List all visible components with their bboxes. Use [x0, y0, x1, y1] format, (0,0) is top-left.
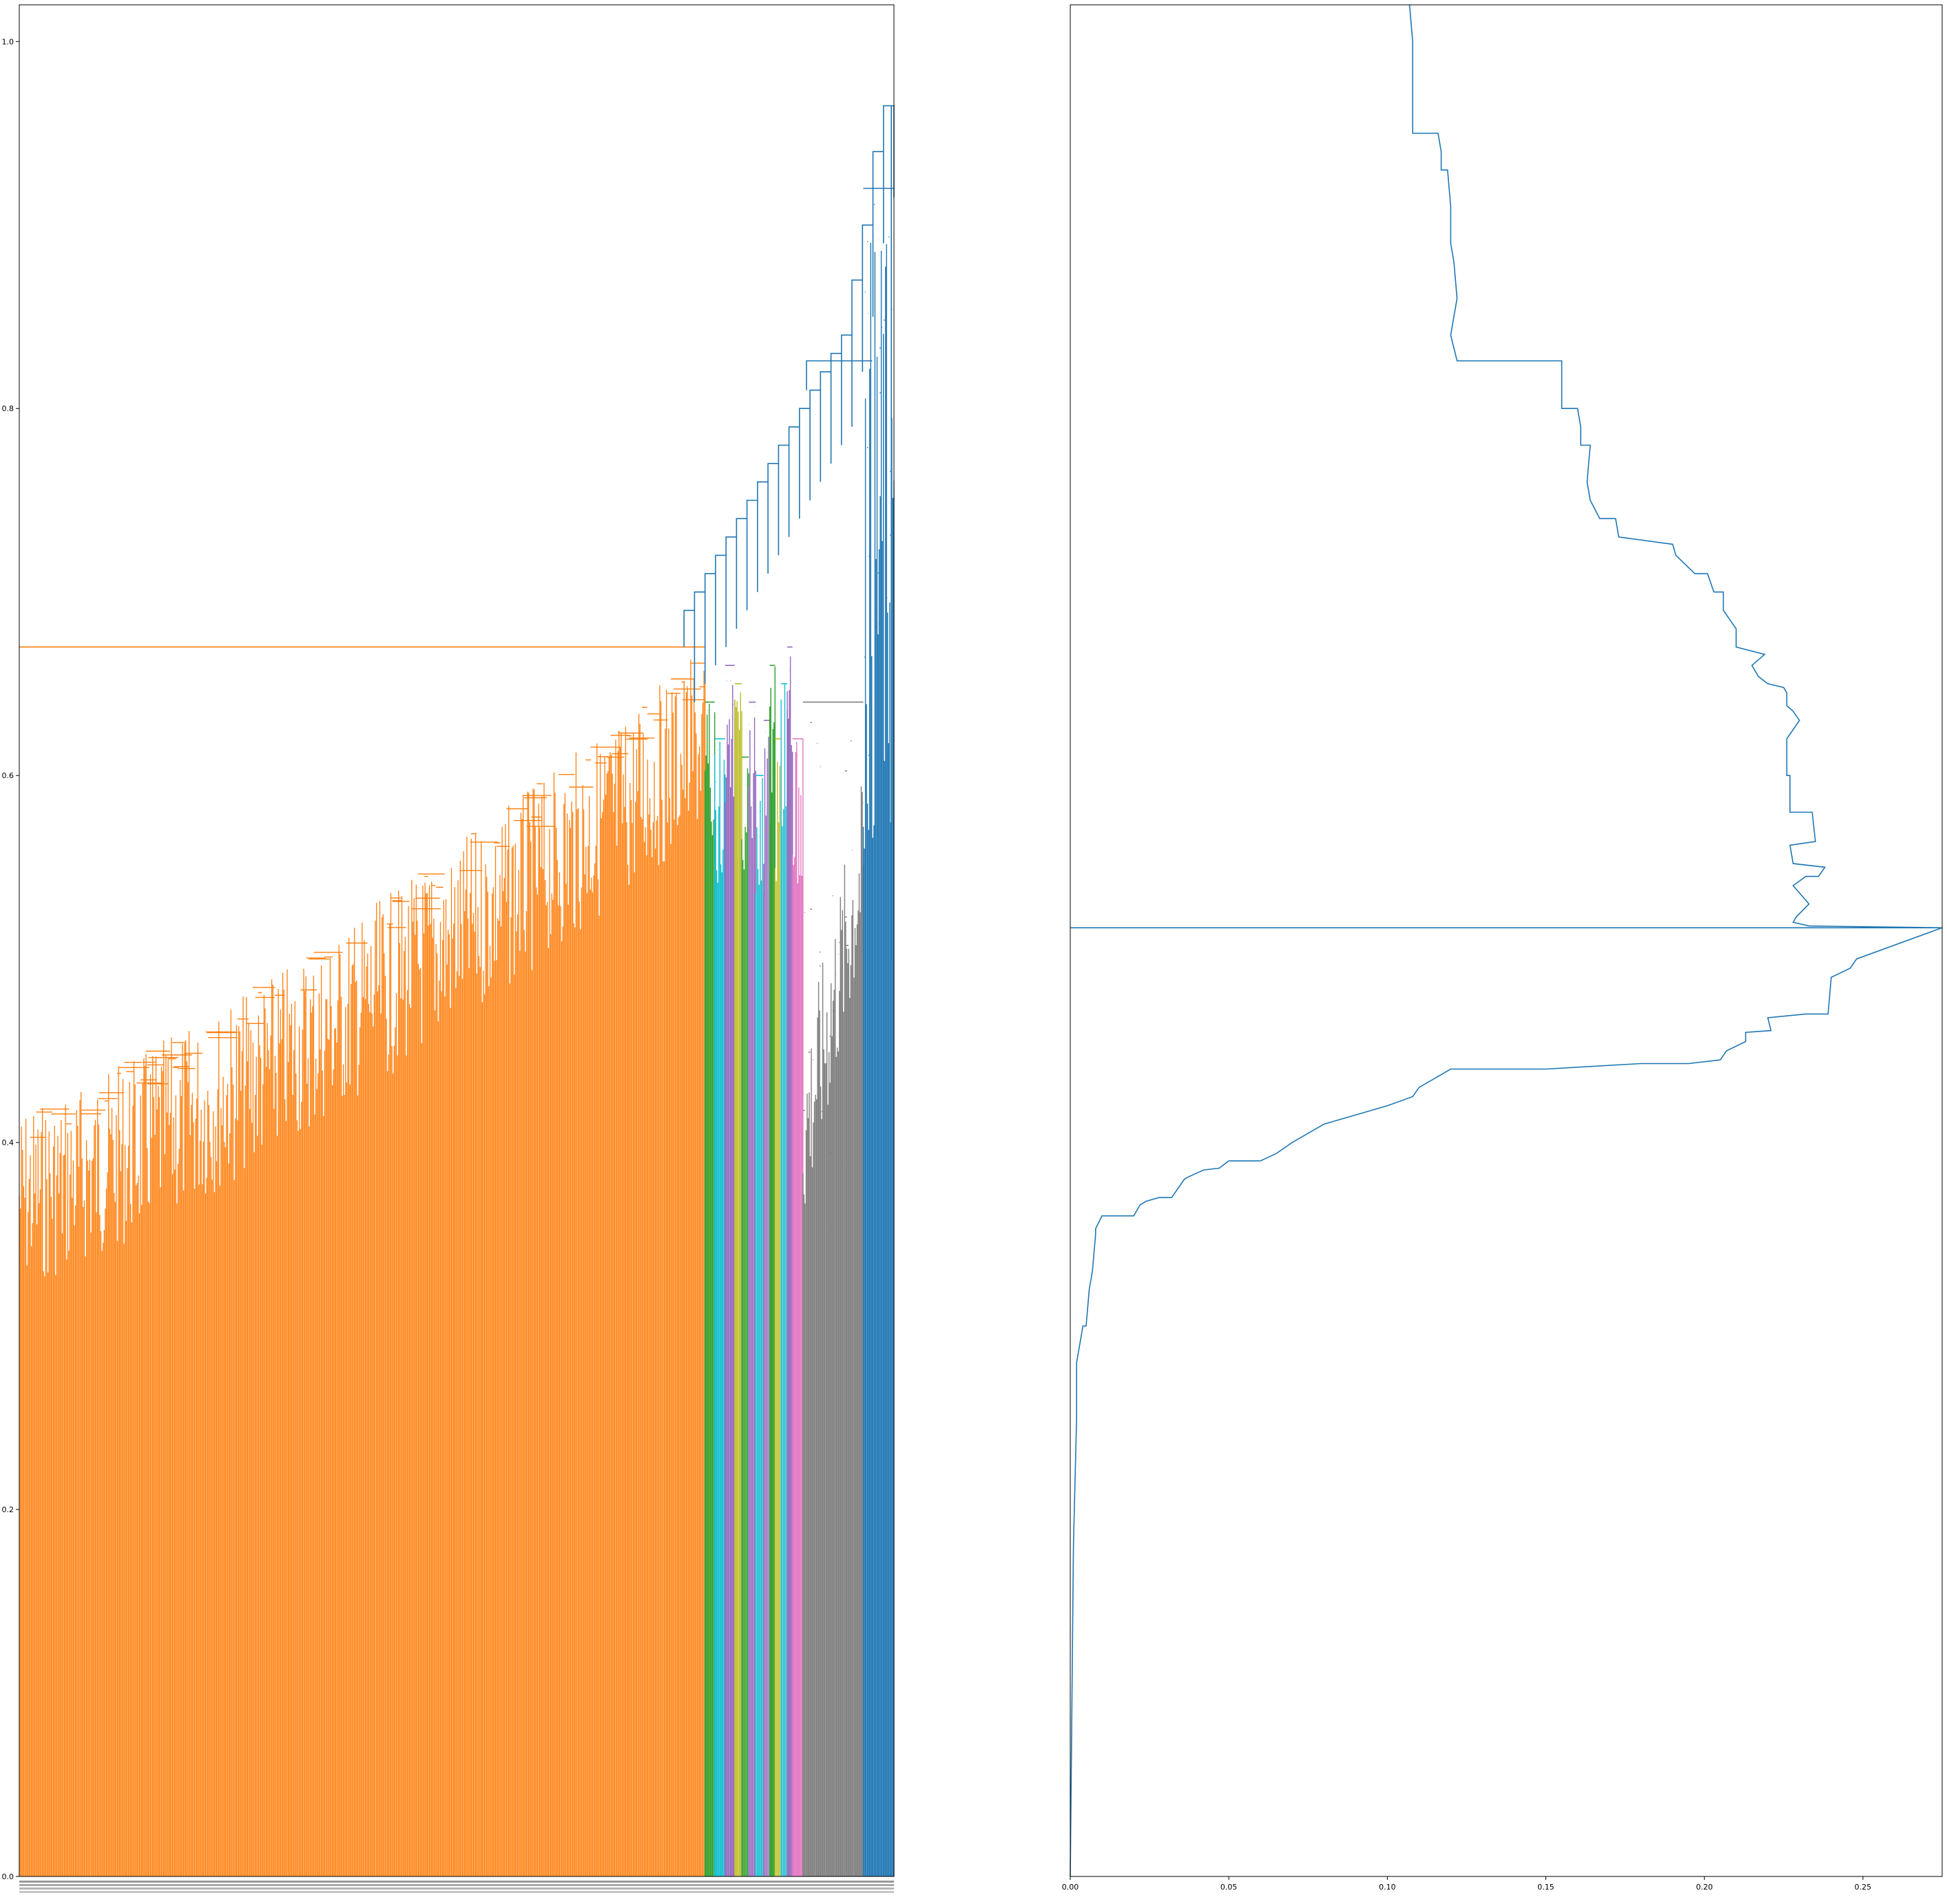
dendrogram-cluster: [780, 683, 788, 1876]
x-tick-label: 0.15: [1537, 1883, 1554, 1892]
dendrogram-y-axis: 0.0 0.2 0.4 0.6 0.8 1.0: [2, 37, 19, 1881]
y-tick-label: 1.0: [2, 37, 14, 46]
dendrogram-leaf-stems: [802, 786, 864, 1876]
x-tick-label: 0.20: [1696, 1883, 1713, 1892]
dendrogram-leaf-stems: [705, 704, 716, 1876]
dendrogram-cluster-merges: [771, 667, 775, 700]
y-tick-label: 0.0: [2, 1872, 14, 1881]
dendrogram-cluster-merges: [736, 709, 742, 730]
dendrogram-cluster-merges: [803, 722, 864, 1225]
dendrogram-cluster: [774, 738, 782, 1876]
x-tick-label: 0.00: [1062, 1883, 1079, 1892]
dendrogram-leaf-stems: [714, 742, 726, 1876]
dendrogram-panel: 0.0 0.2 0.4 0.6 0.8 1.0: [2, 4, 895, 1893]
leaf-label-row: [19, 1891, 894, 1893]
dendrogram-cluster: [748, 701, 756, 1876]
y-tick-label: 0.2: [2, 1505, 14, 1514]
dendrogram-axes-frame: [19, 4, 895, 1877]
dendrogram-cluster: [802, 701, 864, 1876]
y-tick-label: 0.8: [2, 404, 14, 413]
dendrogram-cluster: [734, 683, 742, 1876]
dendrogram-cluster: [862, 187, 895, 1876]
dendrogram-leaf-label-band: [19, 1881, 894, 1893]
dendrogram-cluster-merges: [742, 766, 748, 795]
dendrogram-leaf-stems: [741, 768, 749, 1876]
dendrogram-leaf-stems: [734, 692, 742, 1876]
dendrogram-cluster-merges: [716, 749, 723, 788]
dendrogram-leaf-stems: [725, 684, 736, 1876]
x-tick-label: 0.05: [1220, 1883, 1238, 1892]
dendrogram-merge-links: [683, 105, 895, 959]
dendrogram-cluster-merges: [756, 782, 762, 817]
dendrogram-upper-links: [683, 105, 895, 959]
dendrogram-leaf-stems: [774, 747, 782, 1876]
dendrogram-leaf-stems: [792, 739, 804, 1876]
y-tick-label: 0.4: [2, 1138, 14, 1147]
density-line-series: [1070, 4, 1943, 1877]
dendrogram-cluster-merges: [781, 687, 787, 735]
x-tick-label: 0.25: [1855, 1883, 1872, 1892]
dendrogram-cluster: [705, 701, 716, 1876]
dendrogram-leaf-stems: [780, 684, 788, 1876]
dendrogram-leaf-stems: [748, 717, 756, 1876]
dendrogram-cluster-merges: [30, 662, 705, 1138]
dendrogram-leaf-stems: [862, 242, 895, 1876]
density-axes-frame: [1070, 4, 1943, 1877]
dendrogram-cluster-merges: [764, 731, 769, 769]
dendrogram-cluster: [787, 646, 793, 1876]
dendrogram-leaf-stems: [763, 736, 771, 1876]
dendrogram-leaf-stems: [769, 666, 775, 1876]
dendrogram-cluster: [763, 720, 771, 1876]
density-line-panel: 0.00 0.05 0.10 0.15 0.20 0.25: [1062, 4, 1943, 1892]
leaf-label-row: [19, 1881, 894, 1883]
leaf-label-row: [19, 1887, 894, 1890]
dendrogram-leaf-stems: [755, 777, 764, 1876]
x-tick-label: 0.10: [1379, 1883, 1396, 1892]
dendrogram-cluster: [741, 756, 749, 1876]
density-x-axis: 0.00 0.05 0.10 0.15 0.20 0.25: [1062, 1876, 1871, 1892]
dendrogram-leaf-links: [19, 187, 895, 1876]
dendrogram-cluster: [769, 665, 775, 1876]
dendrogram-cluster: [725, 665, 736, 1876]
dendrogram-cluster: [755, 775, 764, 1876]
dendrogram-leaf-stems: [787, 656, 793, 1876]
leaf-label-row: [19, 1884, 894, 1886]
dendrogram-cluster-merges: [864, 204, 893, 756]
dendrogram-cluster: [714, 738, 726, 1876]
dendrogram-cluster-merges: [749, 706, 755, 752]
y-tick-label: 0.6: [2, 771, 14, 780]
dendrogram-cluster-merges: [793, 751, 801, 776]
dendrogram-cluster-merges: [725, 673, 733, 705]
dendrogram-cluster: [792, 738, 804, 1876]
dendrogram-cluster-merges: [789, 647, 792, 700]
